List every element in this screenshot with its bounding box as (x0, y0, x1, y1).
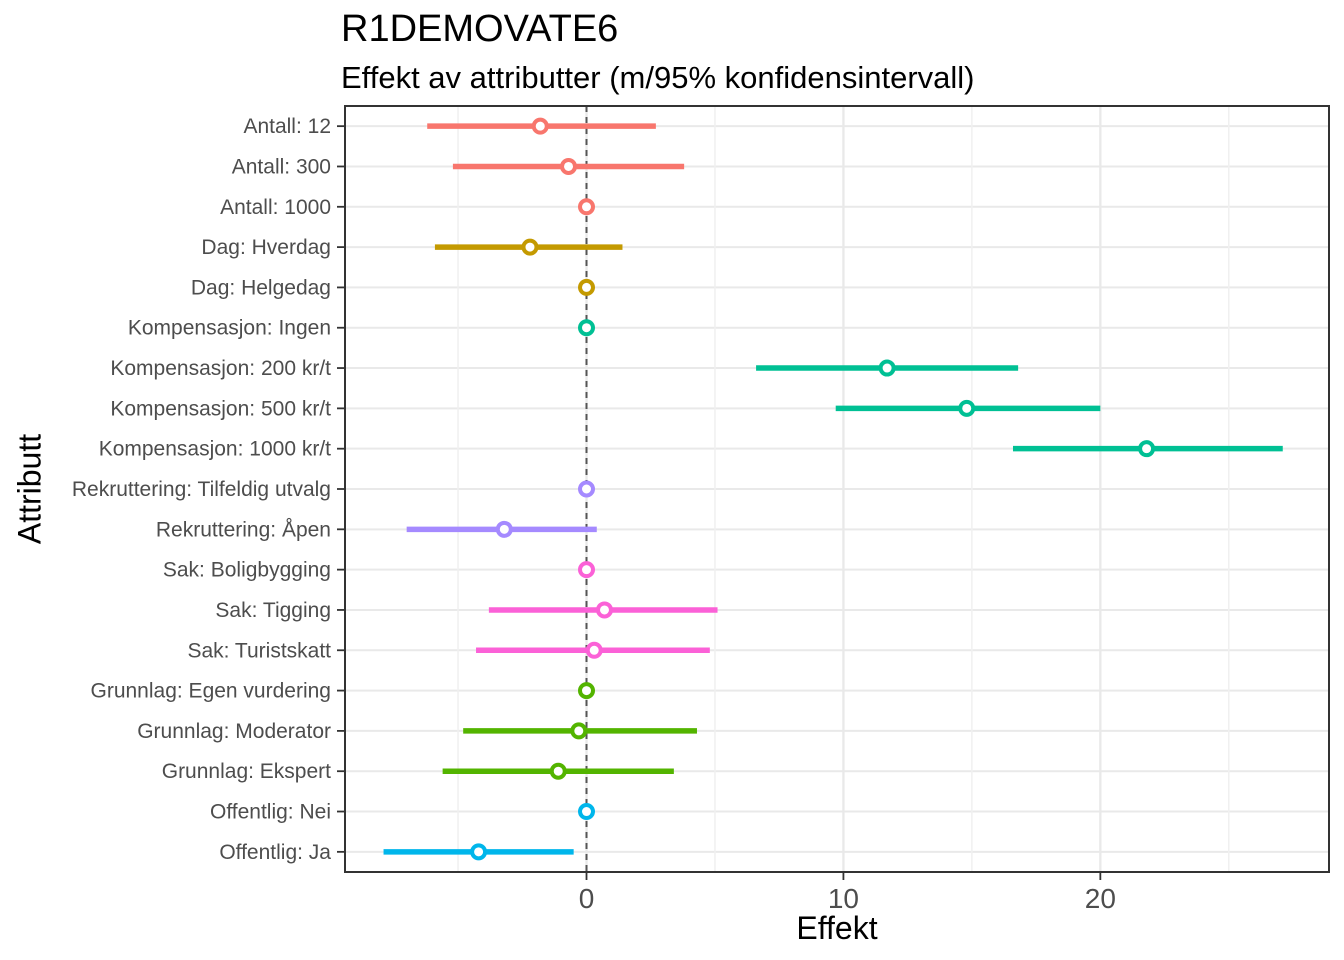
y-tick-label: Offentlig: Ja (219, 841, 331, 864)
point-estimate (521, 238, 539, 256)
y-tick-label: Kompensasjon: Ingen (128, 317, 331, 340)
y-tick-label: Offentlig: Nei (210, 801, 331, 824)
y-tick-label: Kompensasjon: 500 kr/t (110, 397, 331, 420)
point-estimate (531, 117, 549, 135)
point-estimate (595, 601, 613, 619)
chart-subtitle: Effekt av attributter (m/95% konfidensin… (341, 60, 975, 95)
point-estimate (578, 319, 596, 337)
point-estimate (578, 278, 596, 296)
y-tick-label: Grunnlag: Egen vurdering (91, 680, 332, 703)
point-estimate (578, 561, 596, 579)
y-tick-label: Antall: 1000 (220, 196, 331, 219)
y-tick-label: Grunnlag: Moderator (137, 720, 331, 743)
point-estimate (578, 803, 596, 821)
point-estimate (958, 399, 976, 417)
y-tick-label: Grunnlag: Ekspert (162, 760, 331, 783)
point-estimate (878, 359, 896, 377)
point-estimate (1138, 440, 1156, 458)
x-tick-label: 0 (579, 883, 595, 914)
y-tick-label: Dag: Hverdag (201, 236, 331, 259)
point-estimate (549, 762, 567, 780)
y-tick-label: Dag: Helgedag (191, 276, 331, 299)
point-estimate (570, 722, 588, 740)
point-estimate (578, 198, 596, 216)
point-estimate (495, 520, 513, 538)
y-tick-label: Sak: Boligbygging (163, 559, 331, 582)
x-tick-label: 10 (828, 883, 859, 914)
point-estimate (578, 682, 596, 700)
y-tick-label: Sak: Tigging (215, 599, 331, 622)
x-tick-label: 20 (1085, 883, 1116, 914)
x-axis-title: Effekt (796, 910, 878, 946)
point-estimate (578, 480, 596, 498)
y-tick-label: Kompensasjon: 200 kr/t (110, 357, 331, 380)
y-tick-label: Antall: 300 (232, 155, 331, 178)
y-tick-label: Sak: Turistskatt (187, 639, 331, 662)
y-tick-label: Rekruttering: Tilfeldig utvalg (72, 478, 331, 501)
point-estimate (470, 843, 488, 861)
chart-title: R1DEMOVATE6 (341, 8, 619, 50)
y-tick-label: Kompensasjon: 1000 kr/t (99, 438, 331, 461)
point-estimate (585, 641, 603, 659)
y-tick-label: Antall: 12 (243, 115, 331, 138)
point-estimate (560, 157, 578, 175)
y-tick-label: Rekruttering: Åpen (156, 518, 331, 541)
